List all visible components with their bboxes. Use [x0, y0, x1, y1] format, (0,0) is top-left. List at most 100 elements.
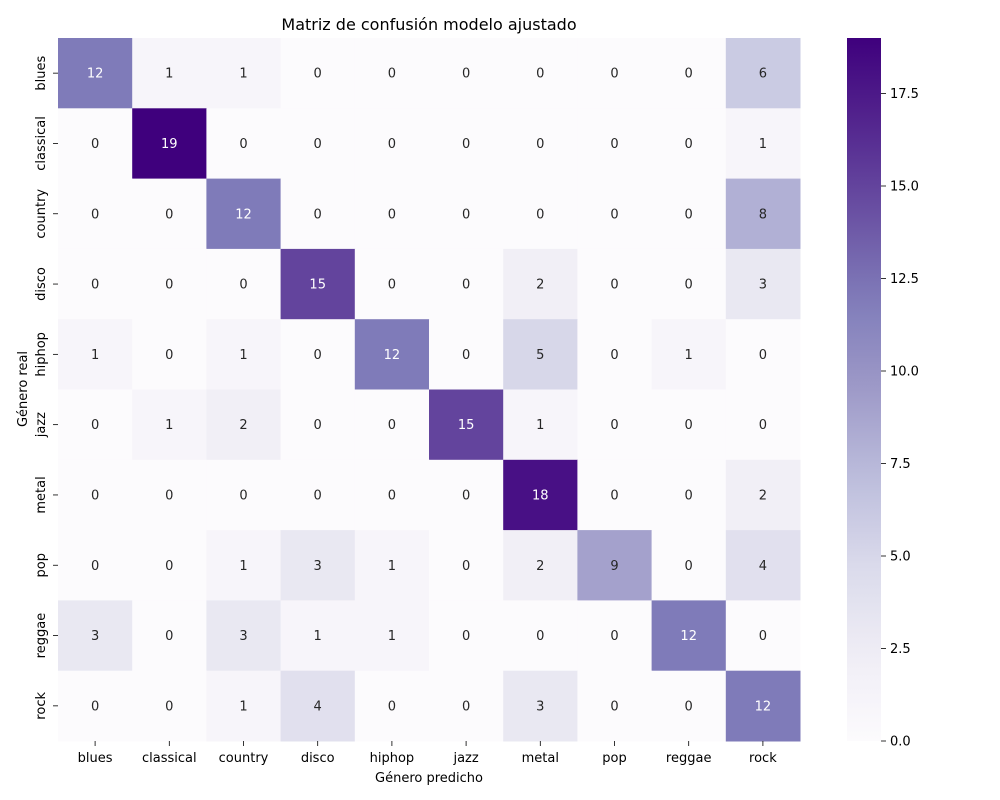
- cell-value-label: 0: [610, 418, 618, 433]
- heatmap-cell: [280, 319, 356, 390]
- cell-value-label: 0: [165, 699, 173, 714]
- heatmap-cell: [577, 178, 653, 250]
- heatmap-cell: [132, 108, 207, 180]
- heatmap-cell: [132, 178, 207, 250]
- heatmap-cell: [577, 319, 653, 390]
- cell-value-label: 1: [536, 418, 544, 433]
- heatmap-cell: [206, 530, 282, 601]
- colorbar-tick-label: 7.5: [890, 457, 911, 472]
- cell-value-label: 0: [610, 488, 618, 503]
- heatmap-cell: [280, 389, 356, 461]
- heatmap-cell: [354, 530, 430, 601]
- x-tick-label: country: [219, 751, 269, 766]
- cell-value-label: 0: [314, 418, 322, 433]
- heatmap-cell: [429, 108, 504, 180]
- heatmap-cell: [725, 38, 801, 109]
- heatmap-cell: [725, 389, 801, 461]
- cell-value-label: 4: [314, 699, 322, 714]
- heatmap-cell: [354, 38, 430, 109]
- heatmap-cell: [58, 389, 133, 461]
- cell-value-label: 0: [91, 699, 99, 714]
- cell-value-label: 0: [91, 207, 99, 222]
- cell-value-label: 6: [759, 67, 767, 82]
- colorbar-tick-label: 17.5: [890, 87, 919, 102]
- heatmap-cell: [58, 459, 133, 531]
- heatmap-cell: [206, 459, 282, 531]
- cell-value-label: 1: [685, 348, 693, 363]
- cell-value-label: 1: [239, 699, 247, 714]
- heatmap-cell: [206, 178, 282, 250]
- y-tick-label: disco: [34, 267, 49, 301]
- cell-value-label: 0: [610, 629, 618, 644]
- cell-value-label: 4: [759, 559, 767, 574]
- cell-value-label: 0: [685, 418, 693, 433]
- cell-value-label: 0: [462, 629, 470, 644]
- heatmap-cell: [429, 178, 504, 250]
- heatmap-cell: [651, 670, 727, 742]
- heatmap-cell: [651, 600, 727, 672]
- cell-value-label: 3: [239, 629, 247, 644]
- heatmap-cell: [503, 459, 578, 531]
- heatmap-cell: [280, 248, 356, 320]
- heatmap-cell: [354, 108, 430, 180]
- y-tick-label: pop: [34, 553, 49, 577]
- y-tick-label: hiphop: [34, 332, 49, 377]
- cell-value-label: 1: [239, 559, 247, 574]
- cell-value-label: 12: [235, 207, 252, 222]
- heatmap-cell: [354, 248, 430, 320]
- cell-value-label: 0: [239, 137, 247, 152]
- heatmap-cell: [132, 459, 207, 531]
- cell-value-label: 0: [388, 418, 396, 433]
- cell-value-label: 0: [462, 67, 470, 82]
- cell-value-label: 0: [462, 559, 470, 574]
- cell-value-label: 0: [165, 488, 173, 503]
- heatmap-cell: [651, 319, 727, 390]
- cell-value-label: 1: [388, 629, 396, 644]
- cell-value-label: 0: [462, 207, 470, 222]
- heatmap-cell: [725, 108, 801, 180]
- heatmap-cell: [58, 248, 133, 320]
- cell-value-label: 0: [685, 137, 693, 152]
- heatmap-cell: [651, 108, 727, 180]
- cell-value-label: 0: [165, 348, 173, 363]
- x-tick-label: classical: [142, 751, 197, 766]
- y-tick-label: jazz: [34, 412, 49, 438]
- cell-value-label: 3: [91, 629, 99, 644]
- cell-value-label: 0: [388, 699, 396, 714]
- cell-value-label: 0: [610, 699, 618, 714]
- cell-value-label: 0: [759, 418, 767, 433]
- heatmap-cell: [429, 600, 504, 672]
- heatmap-cell: [429, 459, 504, 531]
- heatmap-cell: [651, 178, 727, 250]
- cell-value-label: 15: [309, 278, 326, 293]
- heatmap-cell: [429, 38, 504, 109]
- cell-value-label: 0: [314, 488, 322, 503]
- cell-value-label: 1: [759, 137, 767, 152]
- cell-value-label: 0: [388, 207, 396, 222]
- y-tick-label: metal: [34, 476, 49, 513]
- heatmap-cell: [429, 530, 504, 601]
- cell-value-label: 0: [759, 629, 767, 644]
- cell-value-label: 0: [314, 207, 322, 222]
- colorbar-ticks: 0.0 2.5 5.0 7.5 10.0 12.5 15.0 17.5: [881, 87, 919, 750]
- x-tick-label: hiphop: [370, 751, 415, 766]
- heatmap-cell: [354, 600, 430, 672]
- cell-value-label: 1: [388, 559, 396, 574]
- y-tick-label: country: [34, 189, 49, 239]
- cell-value-label: 1: [239, 67, 247, 82]
- heatmap-cell: [725, 600, 801, 672]
- cell-value-label: 9: [610, 559, 618, 574]
- cell-value-label: 0: [165, 207, 173, 222]
- heatmap-cell: [132, 670, 207, 742]
- cell-value-label: 0: [462, 348, 470, 363]
- cell-value-label: 0: [759, 348, 767, 363]
- heatmap-cell: [651, 389, 727, 461]
- cell-value-label: 3: [536, 699, 544, 714]
- heatmap-cell: [503, 178, 578, 250]
- heatmap-cell: [354, 319, 430, 390]
- cell-value-label: 0: [462, 278, 470, 293]
- y-tick-label: reggae: [34, 613, 49, 659]
- x-tick-label: disco: [301, 751, 335, 766]
- cell-value-label: 0: [314, 67, 322, 82]
